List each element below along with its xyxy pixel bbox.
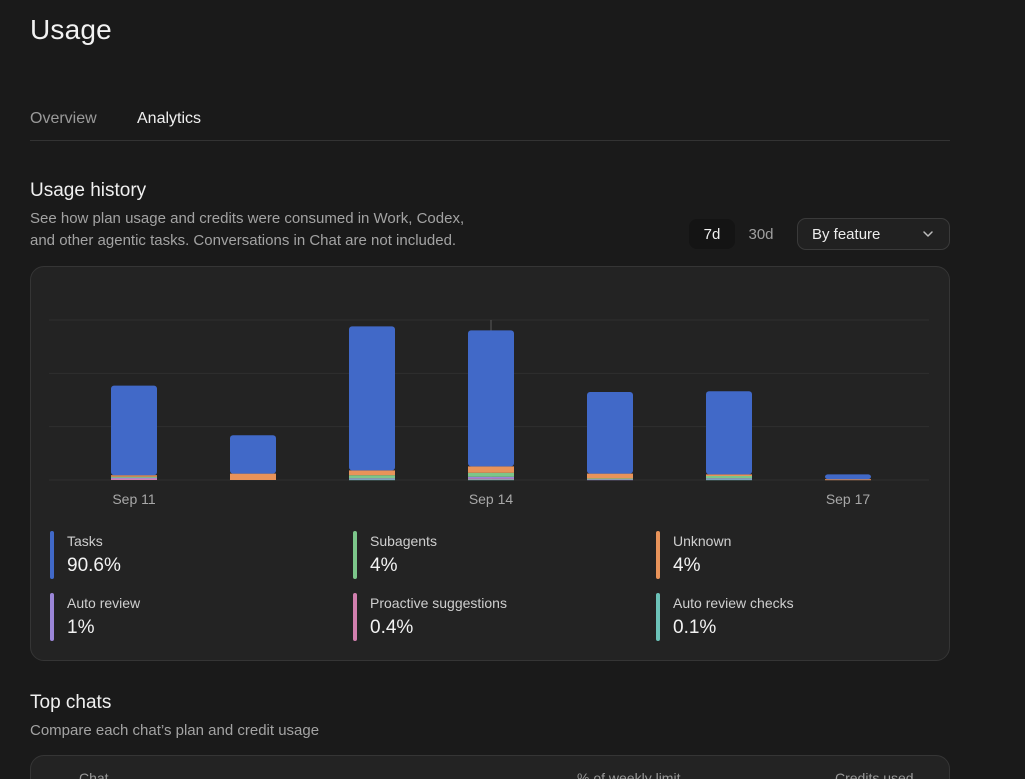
x-tick-label: Sep 11 bbox=[112, 491, 156, 507]
bar-segment-subagents bbox=[587, 478, 633, 480]
bar-segment-unknown bbox=[230, 473, 276, 480]
legend-value: 90.6% bbox=[67, 555, 121, 576]
bar-segment-subagents bbox=[111, 476, 157, 478]
top-chats-title: Top chats bbox=[30, 692, 112, 713]
legend-value: 0.1% bbox=[673, 617, 717, 638]
bar-segment-auto-review-checks bbox=[349, 479, 395, 481]
bar-segment-tasks bbox=[825, 474, 871, 480]
tab-overview[interactable]: Overview bbox=[30, 110, 97, 127]
range-30d-button[interactable]: 30d bbox=[748, 225, 774, 243]
bar-segment-subagents bbox=[468, 472, 514, 477]
bar-segment-auto-review bbox=[111, 477, 157, 479]
bar-segment-auto-review bbox=[468, 476, 514, 479]
top-chats-description: Compare each chat’s plan and credit usag… bbox=[30, 722, 320, 739]
bar-segment-unknown bbox=[468, 466, 514, 473]
bar-segment-auto-review bbox=[706, 478, 752, 480]
bar-segment-auto-review bbox=[349, 478, 395, 480]
bar-segment-auto-review-checks bbox=[468, 479, 514, 481]
range-toggle: 7d 30d bbox=[689, 218, 789, 250]
bar-segment-tasks bbox=[706, 391, 752, 475]
x-tick-label: Sep 17 bbox=[826, 491, 871, 507]
legend-item-subagents: Subagents 4% bbox=[353, 531, 633, 579]
tab-bar: Overview Analytics bbox=[30, 110, 950, 141]
legend-value: 0.4% bbox=[370, 617, 414, 638]
legend-swatch bbox=[50, 531, 54, 579]
legend-swatch bbox=[50, 593, 54, 641]
legend-item-proactive-suggestions: Proactive suggestions 0.4% bbox=[353, 593, 633, 641]
bar-segment-tasks bbox=[111, 385, 157, 476]
legend-label: Auto review checks bbox=[673, 595, 794, 611]
bar-segment-unknown bbox=[706, 474, 752, 476]
bar-segment-unknown bbox=[349, 470, 395, 476]
usage-history-description-line1: See how plan usage and credits were cons… bbox=[30, 210, 465, 227]
column-header-credits-used[interactable]: Credits used bbox=[835, 770, 914, 779]
bar-segment-tasks bbox=[587, 392, 633, 474]
legend-item-auto-review-checks: Auto review checks 0.1% bbox=[656, 593, 936, 641]
usage-history-chart-card: Sep 11 Sep 14 Sep 17 Tasks 90.6% Subagents… bbox=[30, 266, 950, 661]
bar-segment-auto-review-checks bbox=[706, 479, 752, 481]
x-tick-label: Sep 14 bbox=[469, 491, 514, 507]
legend-item-unknown: Unknown 4% bbox=[656, 531, 936, 579]
legend-swatch bbox=[656, 531, 660, 579]
bar-segment-unknown bbox=[587, 473, 633, 479]
top-chats-table: Chat % of weekly limit Credits used bbox=[30, 755, 950, 779]
bar-segment-tasks bbox=[349, 326, 395, 471]
legend-value: 4% bbox=[673, 555, 701, 576]
group-by-label: By feature bbox=[812, 225, 881, 243]
group-by-dropdown[interactable]: By feature bbox=[797, 218, 950, 250]
bar-segment-auto-review bbox=[587, 479, 633, 481]
tab-analytics[interactable]: Analytics bbox=[137, 110, 202, 127]
bar-segment-tasks bbox=[468, 330, 514, 467]
legend-swatch bbox=[353, 531, 357, 579]
legend-value: 4% bbox=[370, 555, 398, 576]
bar-segment-proactive-suggestions bbox=[468, 478, 514, 480]
legend-label: Proactive suggestions bbox=[370, 595, 507, 611]
usage-history-description-line2: and other agentic tasks. Conversations i… bbox=[30, 232, 457, 249]
bar-segment-unknown bbox=[825, 479, 871, 481]
legend-label: Unknown bbox=[673, 533, 732, 549]
column-header-weekly-limit[interactable]: % of weekly limit bbox=[577, 770, 681, 779]
range-7d-button[interactable]: 7d bbox=[689, 219, 735, 249]
usage-history-chart: Sep 11 Sep 14 Sep 17 bbox=[49, 319, 929, 507]
legend-value: 1% bbox=[67, 617, 95, 638]
bar-segment-proactive-suggestions bbox=[111, 478, 157, 480]
legend-swatch bbox=[353, 593, 357, 641]
page-title: Usage bbox=[30, 14, 112, 45]
bar-segment-unknown bbox=[111, 475, 157, 477]
bar-segment-tasks bbox=[230, 435, 276, 474]
usage-history-title: Usage history bbox=[30, 180, 147, 201]
legend-label: Tasks bbox=[67, 533, 103, 549]
legend-label: Subagents bbox=[370, 533, 437, 549]
bar-segment-subagents bbox=[706, 476, 752, 479]
chevron-down-icon bbox=[923, 231, 933, 237]
column-header-chat[interactable]: Chat bbox=[79, 770, 109, 779]
legend-item-auto-review: Auto review 1% bbox=[50, 593, 330, 641]
legend-swatch bbox=[656, 593, 660, 641]
legend-label: Auto review bbox=[67, 595, 141, 611]
legend-item-tasks: Tasks 90.6% bbox=[50, 531, 330, 579]
bar-segment-subagents bbox=[349, 475, 395, 479]
